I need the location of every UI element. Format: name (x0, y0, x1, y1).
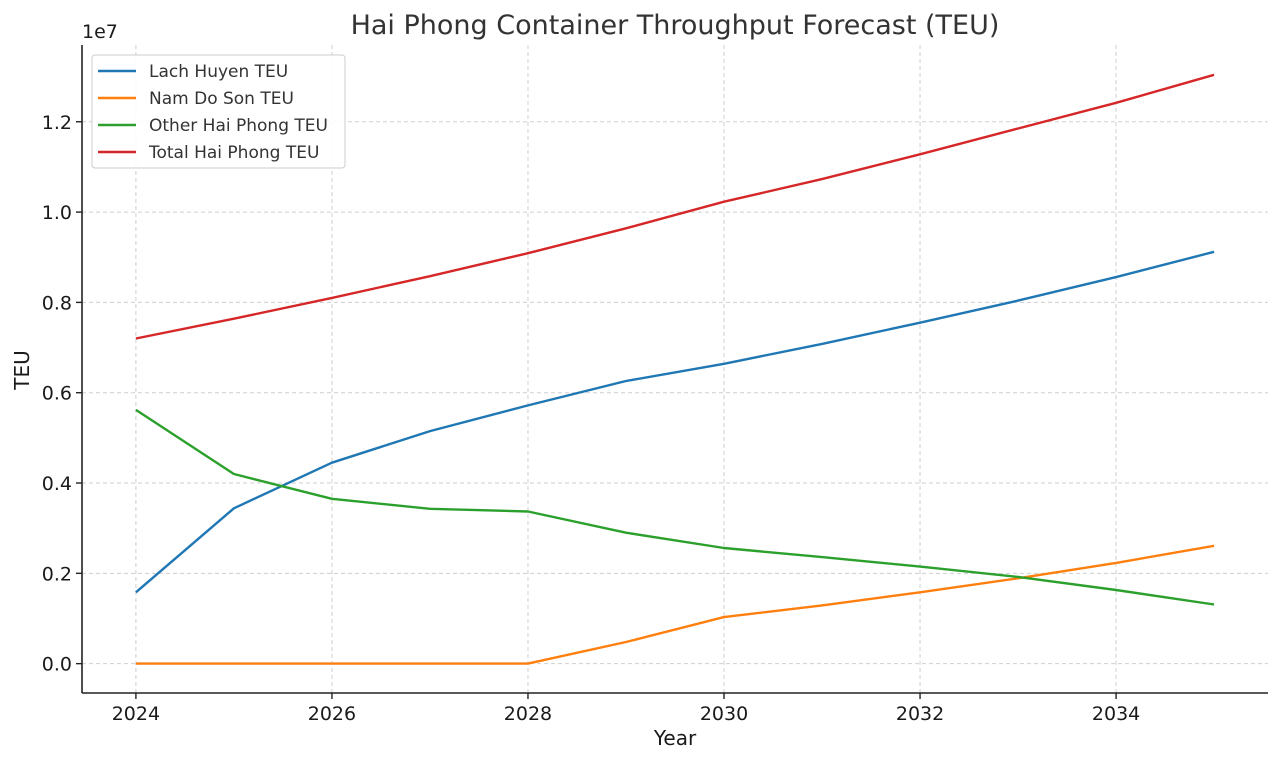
series-line-2 (135, 544, 1215, 665)
legend-label: Nam Do Son TEU (149, 89, 294, 109)
x-tick-label: 2030 (700, 703, 748, 725)
legend-label: Other Hai Phong TEU (149, 116, 328, 136)
x-tick-label: 2028 (504, 703, 552, 725)
axes (81, 45, 1268, 694)
series-line-3 (135, 408, 1215, 606)
y-tick-label: 0.8 (42, 292, 72, 314)
x-tick-label: 2024 (112, 703, 160, 725)
x-tick-label: 2026 (308, 703, 356, 725)
legend-label: Lach Huyen TEU (149, 62, 288, 82)
legend-box (91, 54, 346, 169)
y-tick-label: 0.4 (42, 473, 72, 495)
x-tick-label: 2034 (1092, 703, 1140, 725)
legend: Lach Huyen TEU Nam Do Son TEU Other Hai Ph… (91, 54, 346, 169)
y-axis-title: TEU (10, 350, 34, 391)
y-tick-label: 1.0 (42, 202, 72, 224)
y-tick-label: 1.2 (42, 112, 72, 134)
x-tick-label: 2032 (896, 703, 944, 725)
series-lines (135, 73, 1215, 665)
series-line-4 (135, 73, 1215, 340)
legend-label: Total Hai Phong TEU (148, 143, 319, 163)
series-line-1 (135, 250, 1215, 594)
y-tick-label: 0.6 (42, 383, 72, 405)
y-axis-offset-label: 1e7 (82, 21, 118, 43)
x-axis-title: Year (653, 726, 697, 750)
y-tick-label: 0.2 (42, 563, 72, 585)
ticks: 2024 2026 2028 2030 2032 2034 0.0 0.2 0.4 0.6 0.8 1… (42, 112, 1140, 725)
chart-title: Hai Phong Container Throughput Forecast … (351, 10, 1000, 41)
y-tick-label: 0.0 (42, 654, 72, 676)
